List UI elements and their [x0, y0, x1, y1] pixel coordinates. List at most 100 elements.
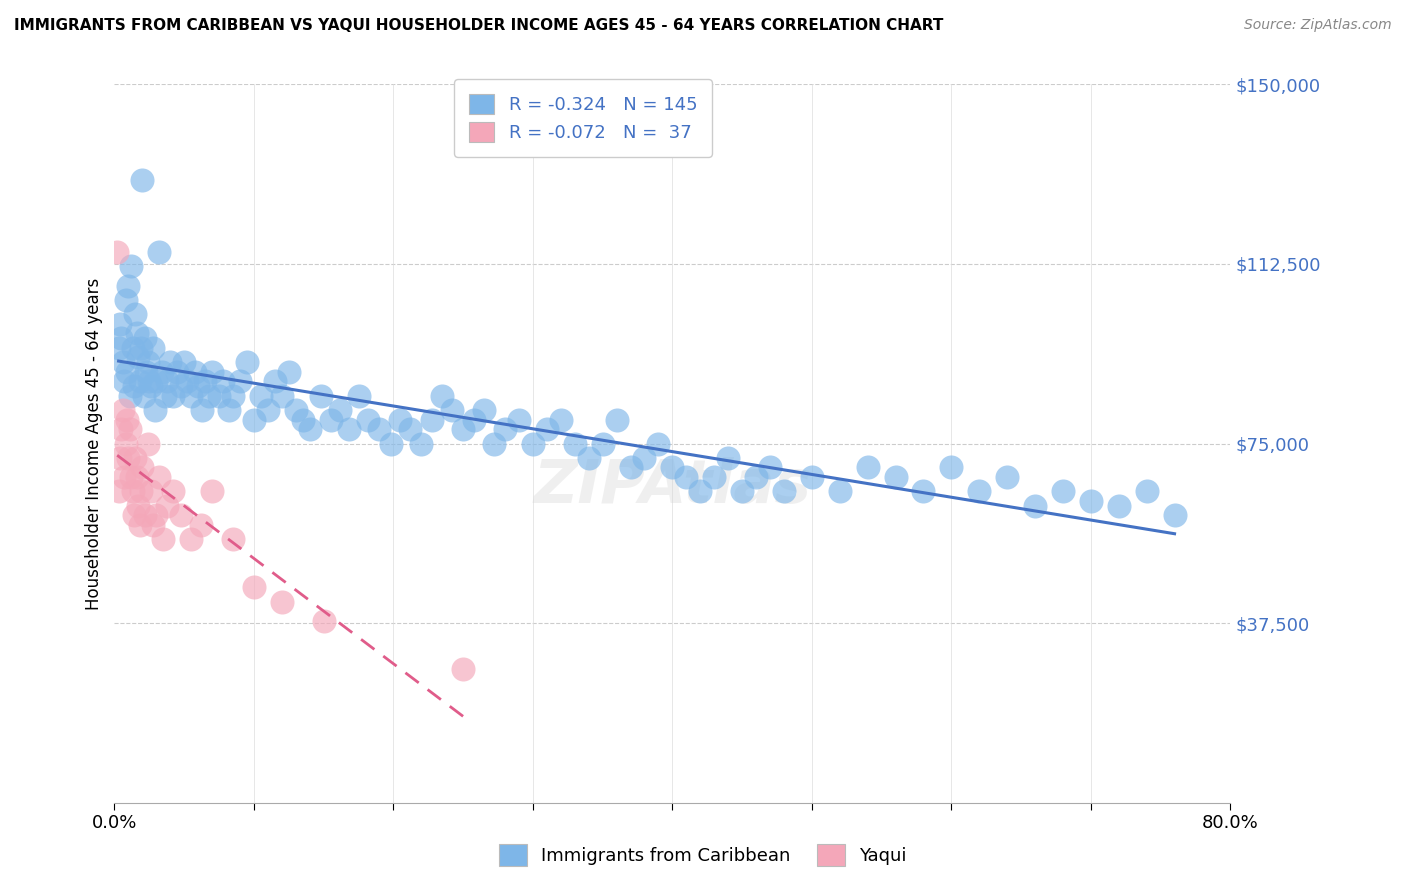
Point: [142, 517, 165, 532]
Point: [131, 460, 153, 475]
Point: [194, 374, 217, 388]
Point: [291, 412, 314, 426]
Point: [592, 436, 614, 450]
Point: [128, 374, 150, 388]
Point: [180, 533, 202, 547]
Point: [184, 365, 207, 379]
Point: [166, 365, 188, 379]
Point: [115, 365, 138, 379]
Point: [124, 307, 146, 321]
Point: [173, 355, 195, 369]
Point: [759, 460, 782, 475]
Point: [422, 412, 444, 426]
Point: [828, 484, 851, 499]
Y-axis label: Householder Income Ages 45 - 64 years: Householder Income Ages 45 - 64 years: [86, 277, 103, 609]
Point: [118, 389, 141, 403]
Point: [309, 389, 332, 403]
Point: [1108, 499, 1130, 513]
Point: [145, 374, 167, 388]
Point: [212, 374, 235, 388]
Point: [108, 317, 131, 331]
Point: [222, 389, 245, 403]
Point: [111, 355, 134, 369]
Point: [138, 374, 160, 388]
Point: [114, 436, 136, 450]
Point: [319, 412, 342, 426]
Point: [508, 412, 530, 426]
Point: [114, 293, 136, 307]
Point: [277, 365, 299, 379]
Point: [717, 450, 740, 465]
Point: [229, 374, 252, 388]
Point: [120, 470, 142, 484]
Point: [139, 379, 162, 393]
Point: [134, 508, 156, 523]
Point: [856, 460, 879, 475]
Point: [135, 365, 157, 379]
Point: [124, 450, 146, 465]
Point: [1052, 484, 1074, 499]
Point: [110, 422, 132, 436]
Point: [675, 470, 697, 484]
Point: [1163, 508, 1185, 523]
Point: [578, 450, 600, 465]
Point: [117, 278, 139, 293]
Point: [208, 389, 231, 403]
Point: [125, 470, 148, 484]
Point: [243, 412, 266, 426]
Point: [564, 436, 586, 450]
Point: [263, 374, 285, 388]
Point: [131, 173, 153, 187]
Point: [187, 379, 209, 393]
Point: [156, 374, 179, 388]
Point: [180, 389, 202, 403]
Point: [472, 403, 495, 417]
Point: [463, 412, 485, 426]
Point: [120, 260, 142, 274]
Point: [150, 365, 173, 379]
Point: [1080, 494, 1102, 508]
Point: [112, 470, 135, 484]
Point: [111, 403, 134, 417]
Point: [129, 484, 152, 499]
Text: IMMIGRANTS FROM CARIBBEAN VS YAQUI HOUSEHOLDER INCOME AGES 45 - 64 YEARS CORRELA: IMMIGRANTS FROM CARIBBEAN VS YAQUI HOUSE…: [14, 18, 943, 33]
Point: [270, 594, 292, 608]
Point: [380, 436, 402, 450]
Point: [117, 450, 139, 465]
Point: [139, 484, 162, 499]
Point: [108, 450, 131, 465]
Point: [1136, 484, 1159, 499]
Point: [118, 422, 141, 436]
Point: [337, 422, 360, 436]
Point: [522, 436, 544, 450]
Point: [451, 661, 474, 675]
Point: [745, 470, 768, 484]
Point: [389, 412, 412, 426]
Point: [800, 470, 823, 484]
Point: [121, 484, 143, 499]
Point: [482, 436, 505, 450]
Point: [270, 389, 292, 403]
Point: [884, 470, 907, 484]
Point: [357, 412, 380, 426]
Legend: Immigrants from Caribbean, Yaqui: Immigrants from Caribbean, Yaqui: [486, 831, 920, 879]
Point: [432, 389, 454, 403]
Point: [110, 331, 132, 345]
Point: [105, 245, 128, 260]
Point: [145, 508, 167, 523]
Point: [647, 436, 669, 450]
Point: [250, 389, 273, 403]
Point: [329, 403, 352, 417]
Point: [176, 374, 198, 388]
Point: [536, 422, 558, 436]
Point: [125, 326, 148, 341]
Point: [170, 508, 193, 523]
Point: [218, 403, 240, 417]
Point: [121, 341, 143, 355]
Point: [1024, 499, 1046, 513]
Point: [941, 460, 963, 475]
Point: [143, 403, 166, 417]
Point: [142, 341, 165, 355]
Point: [136, 436, 159, 450]
Point: [689, 484, 711, 499]
